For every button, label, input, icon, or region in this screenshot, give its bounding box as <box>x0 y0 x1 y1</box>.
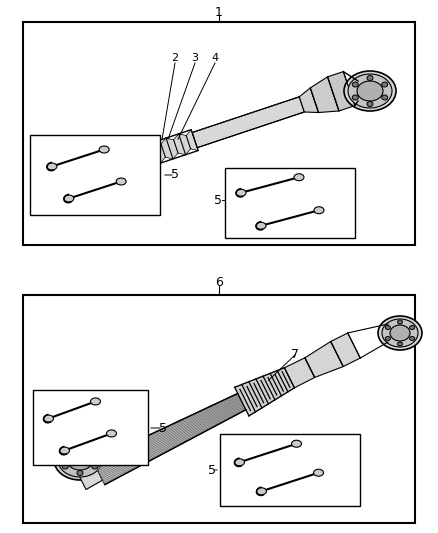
Ellipse shape <box>50 150 114 194</box>
Ellipse shape <box>57 169 65 175</box>
Ellipse shape <box>77 471 83 475</box>
Ellipse shape <box>88 157 96 163</box>
Ellipse shape <box>352 82 358 87</box>
Bar <box>23 295 415 523</box>
Text: 7: 7 <box>291 349 299 361</box>
Ellipse shape <box>67 157 75 163</box>
Ellipse shape <box>382 319 418 347</box>
Ellipse shape <box>62 464 68 469</box>
Polygon shape <box>299 88 318 112</box>
Ellipse shape <box>390 325 410 341</box>
Ellipse shape <box>54 440 106 480</box>
Ellipse shape <box>257 488 266 495</box>
Ellipse shape <box>234 459 244 466</box>
Bar <box>220 434 360 506</box>
Text: 6: 6 <box>215 276 223 288</box>
Ellipse shape <box>88 181 96 187</box>
Polygon shape <box>141 130 198 167</box>
Ellipse shape <box>67 181 75 187</box>
Ellipse shape <box>382 95 388 100</box>
Polygon shape <box>192 97 304 148</box>
Ellipse shape <box>68 163 96 181</box>
Text: 5: 5 <box>159 422 167 434</box>
Polygon shape <box>328 71 355 111</box>
Ellipse shape <box>99 146 109 153</box>
Ellipse shape <box>99 169 107 175</box>
Ellipse shape <box>77 445 83 449</box>
Text: 5: 5 <box>208 464 216 477</box>
Text: 5: 5 <box>171 168 179 182</box>
Bar <box>30 135 160 215</box>
Polygon shape <box>331 333 360 367</box>
Polygon shape <box>98 152 146 177</box>
Polygon shape <box>305 342 343 377</box>
Ellipse shape <box>314 469 324 476</box>
Ellipse shape <box>294 174 304 181</box>
Ellipse shape <box>367 101 373 107</box>
Ellipse shape <box>106 430 117 437</box>
Ellipse shape <box>352 95 358 100</box>
Bar <box>23 22 415 245</box>
Bar <box>225 168 355 238</box>
Ellipse shape <box>344 71 396 111</box>
Ellipse shape <box>54 154 110 190</box>
Ellipse shape <box>64 195 74 202</box>
Ellipse shape <box>47 163 57 170</box>
Ellipse shape <box>92 464 98 469</box>
Ellipse shape <box>382 82 388 87</box>
Polygon shape <box>284 358 315 388</box>
Ellipse shape <box>116 178 126 185</box>
Ellipse shape <box>256 222 266 229</box>
Ellipse shape <box>367 76 373 80</box>
Ellipse shape <box>385 326 390 329</box>
Ellipse shape <box>236 189 246 196</box>
Bar <box>33 390 148 465</box>
Ellipse shape <box>378 316 422 350</box>
Polygon shape <box>93 393 246 484</box>
Text: 3: 3 <box>191 53 198 63</box>
Text: 5: 5 <box>214 193 222 206</box>
Ellipse shape <box>91 398 100 405</box>
Polygon shape <box>310 77 339 112</box>
Ellipse shape <box>92 451 98 456</box>
Ellipse shape <box>58 443 102 477</box>
Ellipse shape <box>385 336 390 341</box>
Ellipse shape <box>43 415 53 422</box>
Polygon shape <box>78 466 102 489</box>
Ellipse shape <box>357 81 383 101</box>
Ellipse shape <box>348 74 392 108</box>
Polygon shape <box>235 368 294 416</box>
Text: 1: 1 <box>215 5 223 19</box>
Ellipse shape <box>410 326 415 329</box>
Ellipse shape <box>67 450 93 470</box>
Ellipse shape <box>314 207 324 214</box>
Text: 4: 4 <box>212 53 219 63</box>
Ellipse shape <box>398 342 403 346</box>
Ellipse shape <box>60 447 70 454</box>
Text: 2: 2 <box>171 53 179 63</box>
Ellipse shape <box>410 336 415 341</box>
Ellipse shape <box>398 320 403 324</box>
Ellipse shape <box>62 451 68 456</box>
Ellipse shape <box>292 440 301 447</box>
